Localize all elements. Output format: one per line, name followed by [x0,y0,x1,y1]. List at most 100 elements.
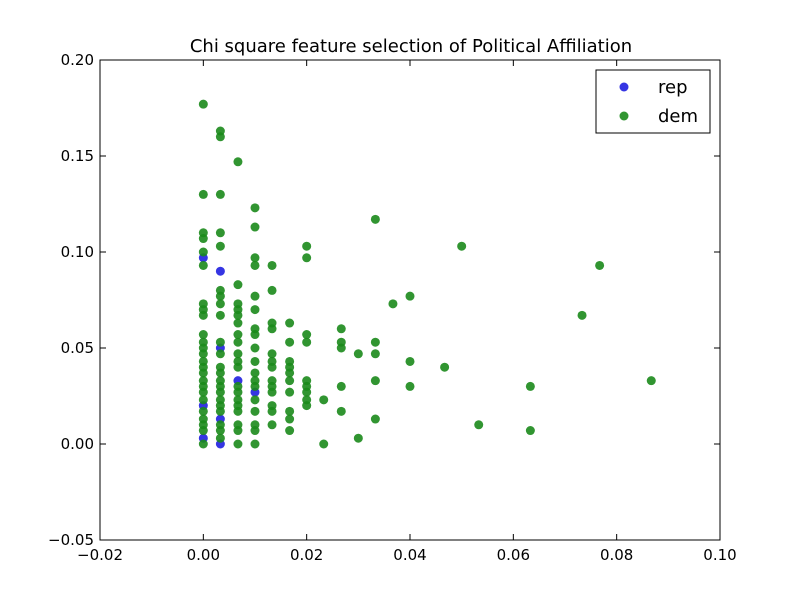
data-point-dem-137 [525,381,535,391]
data-point-dem-53 [233,330,243,340]
data-point-dem-35 [215,349,225,359]
data-point-dem-105 [285,414,295,424]
data-point-dem-83 [250,439,260,449]
data-point-dem-131 [405,291,415,301]
data-point-dem-122 [336,406,346,416]
y-tick-label-5: 0.20 [61,51,94,69]
data-point-dem-130 [388,299,398,309]
data-point-dem-136 [474,420,484,430]
data-point-dem-15 [198,368,208,378]
data-point-dem-74 [250,343,260,353]
legend-marker-rep [619,82,629,92]
data-point-dem-28 [215,228,225,238]
data-point-dem-125 [370,214,380,224]
data-point-dem-118 [336,324,346,334]
legend-frame [595,69,711,134]
data-point-dem-59 [233,387,243,397]
data-point-dem-55 [233,349,243,359]
data-point-dem-52 [233,318,243,328]
data-point-dem-65 [233,439,243,449]
data-point-dem-140 [595,260,605,270]
data-point-dem-75 [250,356,260,366]
data-point-dem-3 [198,234,208,244]
x-tick-label-3: 0.04 [393,546,426,564]
legend-marker-dem [619,111,629,121]
data-point-dem-98 [285,337,295,347]
data-point-dem-121 [336,381,346,391]
data-point-dem-9 [198,330,208,340]
data-point-dem-67 [250,222,260,232]
data-point-dem-110 [302,337,312,347]
data-point-dem-26 [215,132,225,142]
data-point-dem-141 [646,376,656,386]
data-point-dem-46 [215,433,225,443]
data-point-dem-84 [267,260,277,270]
data-point-dem-40 [215,387,225,397]
data-point-dem-82 [250,426,260,436]
data-point-dem-108 [302,253,312,263]
points-layer [198,99,656,449]
data-point-dem-34 [215,337,225,347]
data-point-dem-8 [198,310,208,320]
data-point-dem-31 [215,291,225,301]
y-tick-label-4: 0.15 [61,147,94,165]
data-point-dem-51 [233,310,243,320]
data-point-dem-68 [250,253,260,263]
y-tick-label-2: 0.05 [61,339,94,357]
data-point-dem-19 [198,395,208,405]
x-tick-label-2: 0.02 [290,546,323,564]
data-point-dem-128 [370,376,380,386]
data-point-dem-120 [336,343,346,353]
data-point-dem-32 [215,299,225,309]
data-point-dem-87 [267,324,277,334]
x-tick-label-4: 0.06 [497,546,530,564]
data-point-dem-0 [198,99,208,109]
y-tick-label-3: 0.10 [61,243,94,261]
data-point-dem-124 [353,433,363,443]
data-point-dem-97 [285,318,295,328]
data-point-dem-101 [285,368,295,378]
data-point-dem-29 [215,241,225,251]
data-point-dem-113 [302,387,312,397]
data-point-dem-47 [233,157,243,167]
data-point-dem-24 [198,439,208,449]
data-point-dem-104 [285,406,295,416]
x-tick-label-1: 0.00 [187,546,220,564]
x-tick-label-6: 0.10 [703,546,736,564]
data-point-dem-12 [198,349,208,359]
data-point-dem-43 [215,406,225,416]
data-point-dem-95 [267,406,277,416]
y-axis: −0.05 0.00 0.05 0.10 0.15 0.20 [48,51,720,549]
x-tick-label-0: −0.02 [77,546,123,564]
data-point-dem-66 [250,203,260,213]
data-point-dem-37 [215,368,225,378]
data-point-dem-106 [285,426,295,436]
legend-label-dem: dem [658,106,698,127]
data-point-dem-132 [405,356,415,366]
data-point-dem-27 [215,189,225,199]
data-point-dem-102 [285,376,295,386]
data-point-dem-88 [267,349,277,359]
data-point-rep-1 [215,266,225,276]
data-point-dem-48 [233,280,243,290]
data-point-dem-5 [198,260,208,270]
y-tick-label-1: 0.00 [61,435,94,453]
data-point-dem-107 [302,241,312,251]
data-point-dem-79 [250,395,260,405]
data-point-dem-129 [370,414,380,424]
data-point-dem-103 [285,387,295,397]
data-point-dem-54 [233,337,243,347]
data-point-dem-71 [250,305,260,315]
x-axis: −0.02 0.00 0.02 0.04 0.06 0.08 0.10 [77,60,737,564]
data-point-dem-45 [215,426,225,436]
data-point-dem-93 [267,387,277,397]
data-point-dem-90 [267,362,277,372]
data-point-dem-62 [233,406,243,416]
data-point-dem-115 [302,401,312,411]
data-point-dem-133 [405,381,415,391]
legend: rep dem [595,69,711,134]
data-point-dem-78 [250,381,260,391]
data-point-dem-127 [370,349,380,359]
data-point-dem-80 [250,406,260,416]
